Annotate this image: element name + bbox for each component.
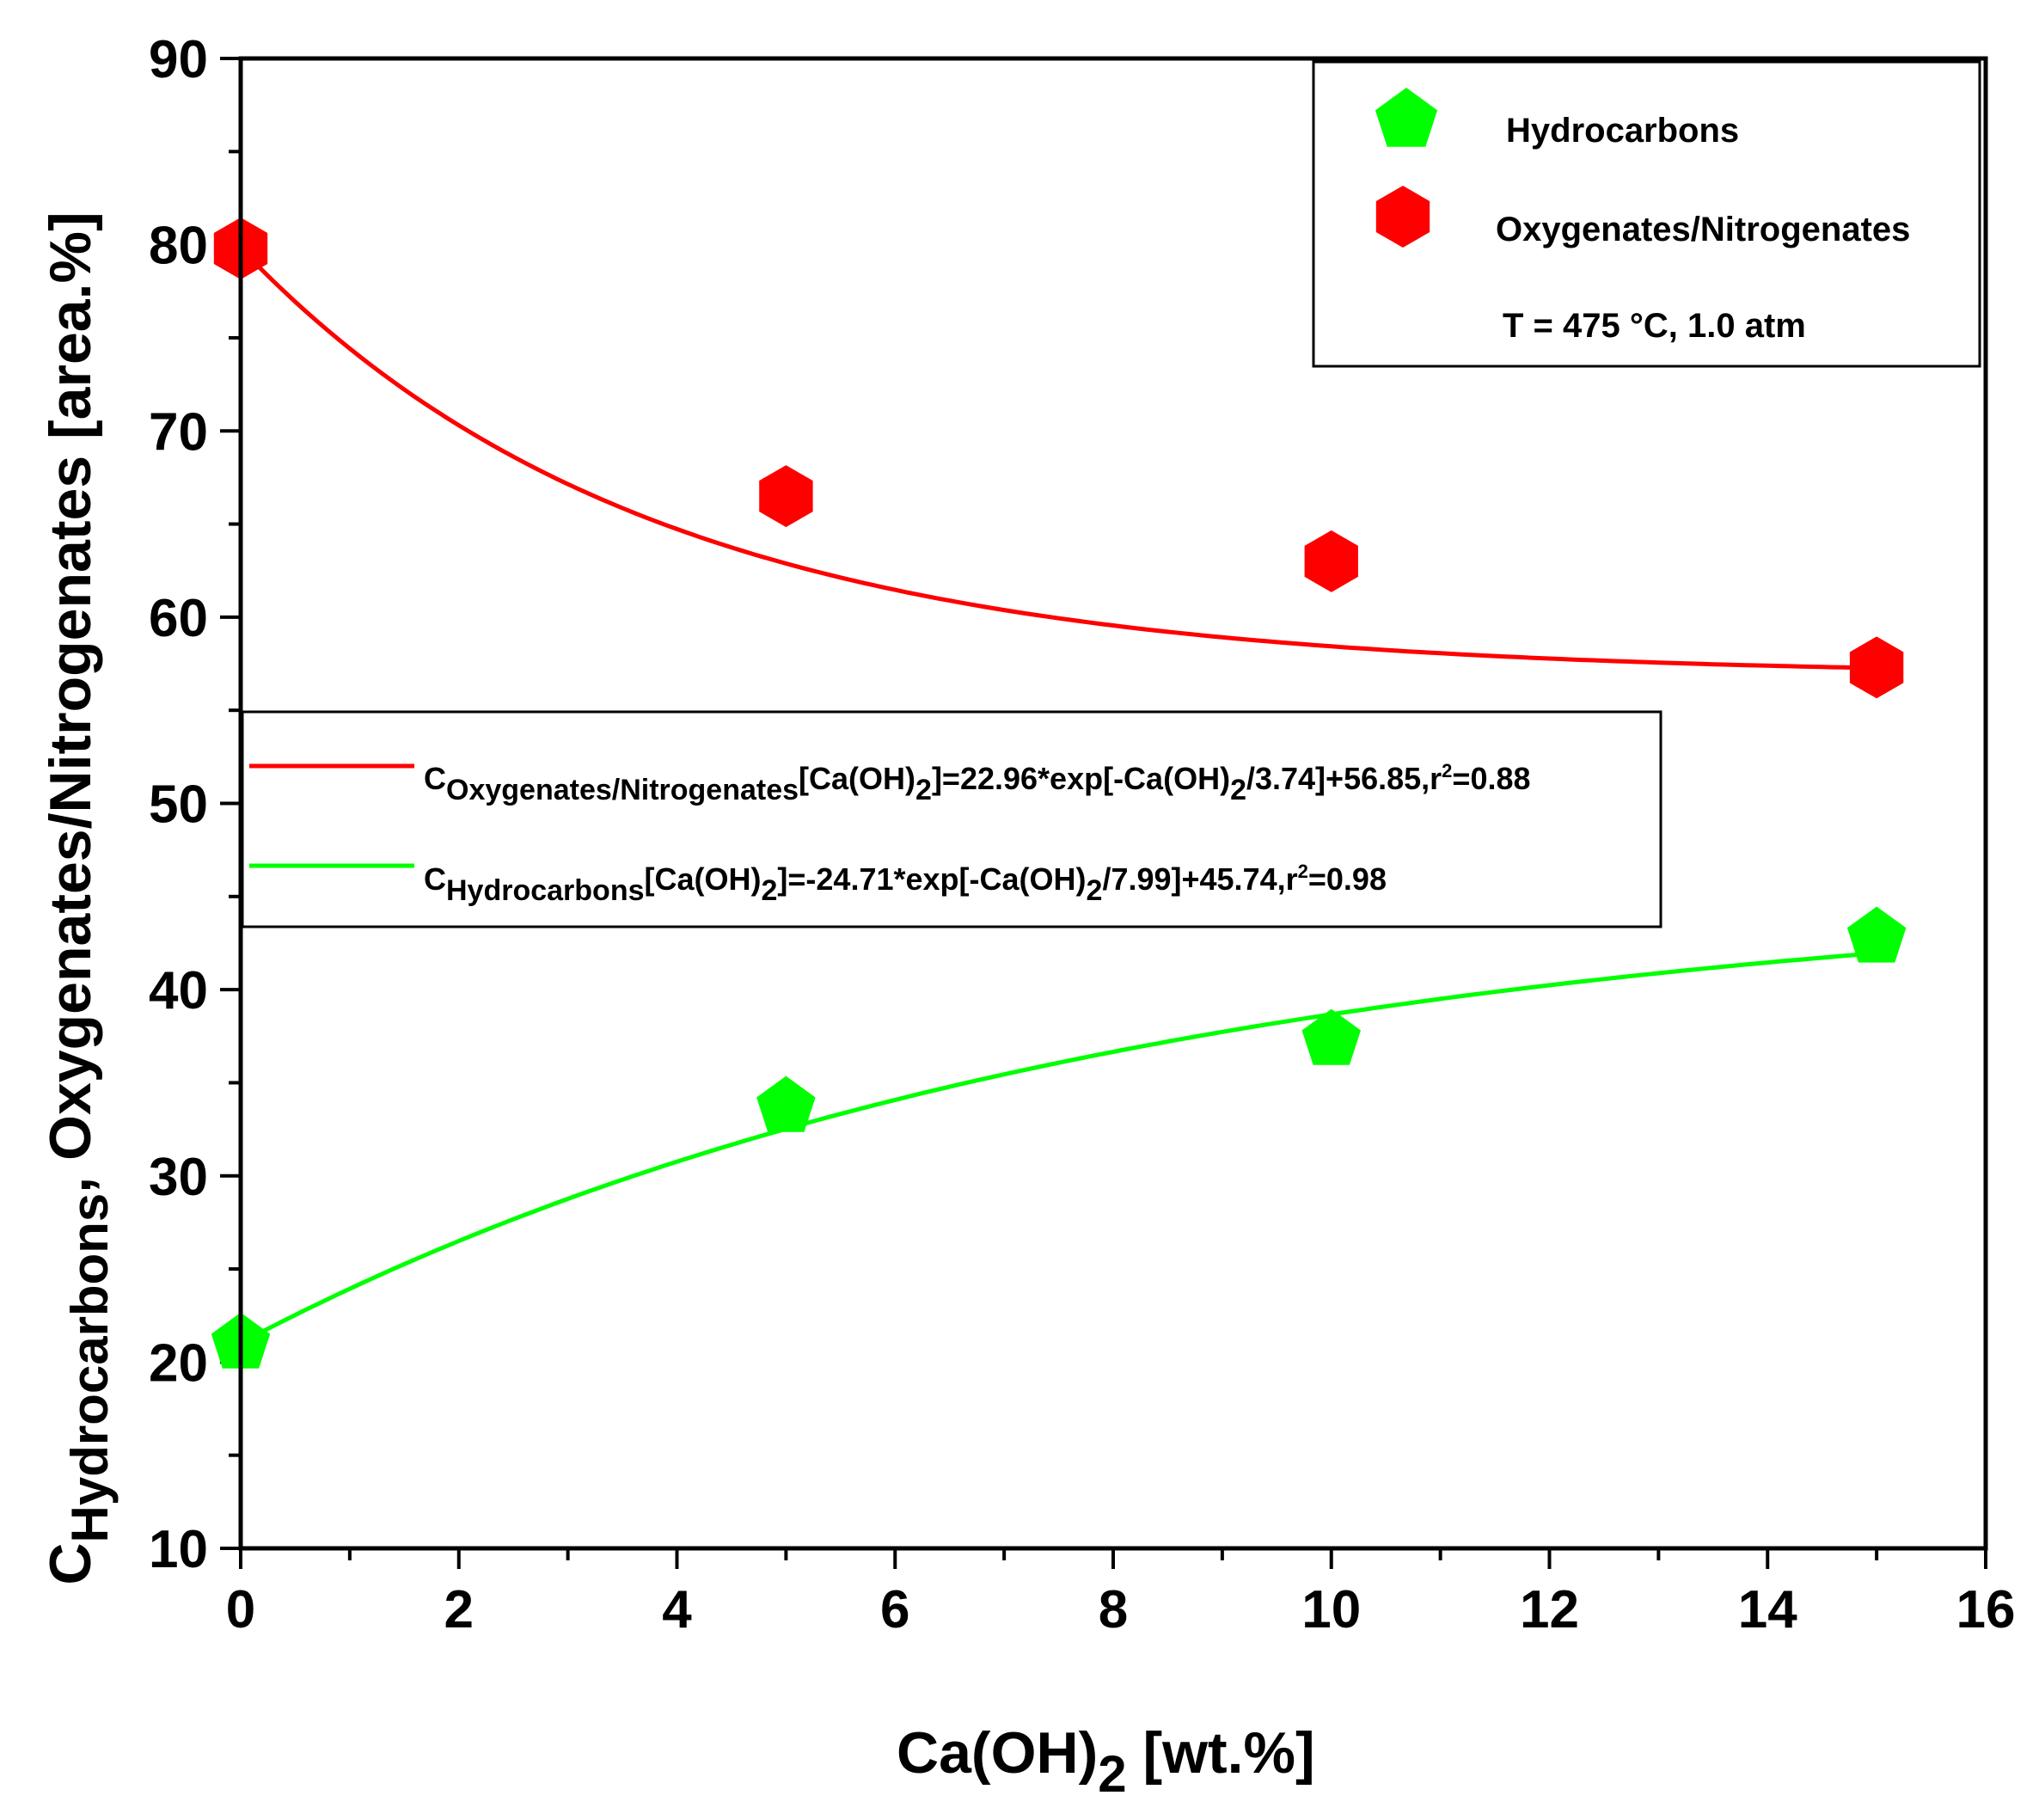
x-tick-label: 2 xyxy=(444,1580,474,1639)
x-tick-label: 4 xyxy=(662,1580,692,1639)
fit-legend-box xyxy=(241,710,1662,928)
fit-equation-hydrocarbons: CHydrocarbons[Ca(OH)2]=-24.71*exp[-Ca(OH… xyxy=(424,861,1387,907)
fit-legend: COxygenates/Nitrogenates[Ca(OH)2]=22.96*… xyxy=(241,710,1662,928)
hydrocarbons-point xyxy=(756,1075,816,1132)
y-tick-label: 60 xyxy=(149,589,208,648)
fit-equation-oxygenates: COxygenates/Nitrogenates[Ca(OH)2]=22.96*… xyxy=(424,760,1531,806)
x-tick-label: 0 xyxy=(226,1580,255,1639)
y-tick-label: 30 xyxy=(149,1148,208,1207)
y-tick-label: 10 xyxy=(149,1520,208,1579)
x-axis-title: Ca(OH)2 [wt.%] xyxy=(897,1720,1315,1803)
data-markers xyxy=(211,218,1907,1369)
fit-curve xyxy=(239,951,1877,1345)
legend-hexagon-icon xyxy=(1375,186,1430,248)
x-tick-label: 8 xyxy=(1099,1580,1128,1639)
tick-labels: 0 2 4 6 8 10 12 14 16 10 20 30 40 50 60 70 80 90 xyxy=(149,30,2015,1639)
oxygenates-point xyxy=(1849,636,1904,699)
hydrocarbons-point xyxy=(1846,906,1907,963)
y-tick-label: 20 xyxy=(149,1333,208,1393)
fit-lines xyxy=(239,246,1877,1345)
y-tick-label: 90 xyxy=(149,30,208,89)
x-tick-label: 14 xyxy=(1738,1580,1797,1639)
y-tick-label: 80 xyxy=(149,217,208,276)
y-tick-label: 70 xyxy=(149,402,208,462)
y-tick-label: 40 xyxy=(149,961,208,1020)
x-tick-label: 16 xyxy=(1956,1580,2016,1639)
plot-frame xyxy=(238,56,1988,1551)
legend-pentagon-icon xyxy=(1375,88,1438,147)
oxygenates-point xyxy=(1304,530,1358,592)
x-tick-label: 10 xyxy=(1301,1580,1361,1639)
oxygenates-point xyxy=(759,465,813,528)
legend-label-oxygenates: Oxygenates/Nitrogenates xyxy=(1496,211,1910,248)
fit-curve xyxy=(239,246,1877,671)
x-tick-label: 12 xyxy=(1520,1580,1579,1639)
y-axis-title: CHydrocarbons, Oxygenates/Nitrogenates [… xyxy=(38,211,119,1584)
legend-label-hydrocarbons: Hydrocarbons xyxy=(1506,112,1739,150)
legend: Hydrocarbons Oxygenates/Nitrogenates T =… xyxy=(1312,60,1981,368)
hydrocarbons-point xyxy=(1301,1008,1361,1065)
x-tick-label: 6 xyxy=(880,1580,909,1639)
legend-conditions-note: T = 475 °C, 1.0 atm xyxy=(1503,307,1806,345)
y-tick-label: 50 xyxy=(149,775,208,835)
